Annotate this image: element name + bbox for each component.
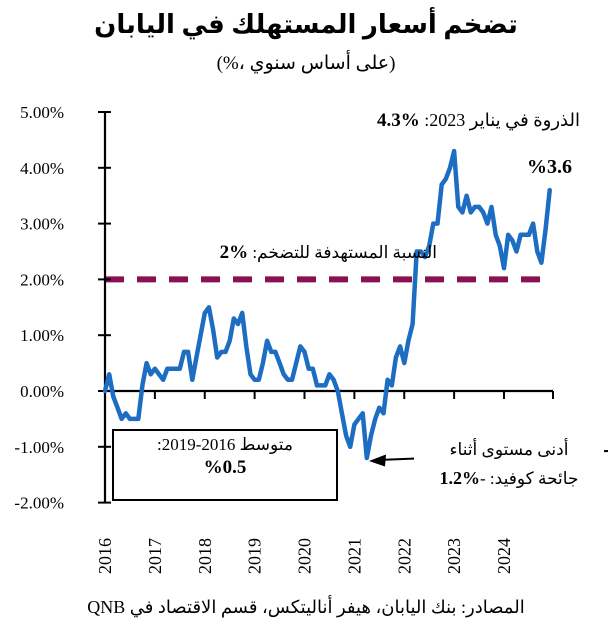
covid-low-line2: جائحة كوفيد: - (480, 469, 579, 489)
covid-low-value: %1.2 (439, 468, 481, 489)
y-tick-label: 2.00% (20, 270, 64, 289)
peak-annotation: الذروة في يناير 2023: %4.3 (377, 110, 580, 132)
x-tick-label: 2018 (195, 538, 215, 574)
axis-ticks-and-labels: 5.00% 4.00% 3.00% 2.00% 1.00% 0.00% -1.00% -2.0… (14, 103, 554, 574)
target-rate-text: النسبة المستهدفة للتضخم: (248, 243, 437, 262)
peak-annotation-text: الذروة في يناير 2023: (419, 110, 580, 130)
x-tick-label: 2020 (295, 538, 315, 574)
x-tick-label: 2024 (494, 538, 514, 574)
y-tick-label: -1.00% (14, 438, 64, 457)
chart-subtitle: (%، على أساس سنوي) (216, 53, 396, 74)
cpi-inflation-line (102, 148, 552, 461)
y-tick-label: 1.00% (20, 326, 64, 345)
x-tick-label: 2019 (245, 538, 265, 574)
y-tick-label: 4.00% (20, 159, 64, 178)
x-tick-label: 2017 (145, 538, 165, 574)
covid-low-line1: أدنى مستوى أثناء (449, 440, 569, 459)
x-tick-label: 2023 (444, 538, 464, 574)
target-rate-annotation: النسبة المستهدفة للتضخم: %2 (220, 242, 437, 264)
average-box-text: متوسط 2016‏-2019: (156, 435, 294, 454)
data-series-layer (102, 148, 552, 461)
callout-arrowhead-icon (369, 454, 386, 467)
source-line: المصادر: بنك اليابان، هيفر أناليتكس، قسم… (87, 597, 525, 617)
axes (103, 111, 553, 503)
average-2016-2019-box: متوسط 2016‏-2019: %0.5 (112, 429, 338, 501)
average-box-value: %0.5 (203, 457, 247, 478)
peak-annotation-value: %4.3 (377, 110, 420, 131)
y-tick-label: 5.00% (20, 103, 64, 122)
x-tick-label: 2022 (394, 538, 414, 574)
y-tick-label: 3.00% (20, 215, 64, 234)
target-rate-value: %2 (219, 242, 249, 263)
y-tick-label: -2.00% (14, 494, 64, 513)
covid-low-annotation: أدنى مستوى أثناء جائحة كوفيد: -%1.2 (414, 436, 604, 494)
x-tick-label: 2016 (95, 538, 115, 574)
y-tick-label: 0.00% (20, 382, 64, 401)
chart-title: تضخم أسعار المستهلك في اليابان (94, 10, 518, 39)
endpoint-value-label: %3.6 (527, 156, 572, 178)
x-tick-label: 2021 (344, 538, 364, 574)
